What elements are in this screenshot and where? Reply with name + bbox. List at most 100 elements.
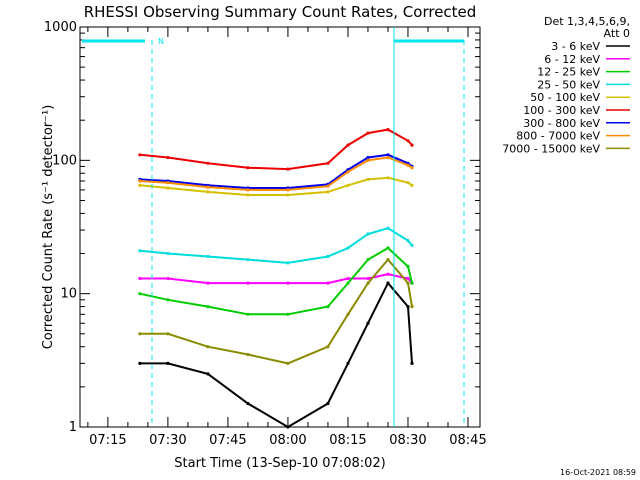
x-tick-label: 08:45 [449,433,486,448]
data-point [246,166,250,170]
data-point [406,163,410,167]
data-point [166,276,170,281]
data-point [366,321,370,325]
data-point [246,258,250,262]
legend-header-attenuator: Att 0 [604,27,630,40]
legend-label: 7000 - 15000 keV [502,142,600,155]
data-point [346,312,350,316]
night-marker-label: N [158,37,164,46]
data-point [138,249,142,253]
data-point [386,176,390,180]
data-point [406,264,410,269]
data-point [406,305,410,309]
series-4 [138,176,414,197]
series-8 [138,258,414,365]
data-point [246,312,250,316]
data-point [138,153,142,157]
data-point [366,281,370,285]
data-point [406,281,410,285]
data-point [346,281,350,285]
data-point [326,401,330,406]
data-point [286,261,290,265]
data-point [206,185,210,189]
data-point [406,139,410,143]
data-point [410,305,414,309]
data-point [166,361,170,365]
data-point [286,167,290,171]
legend-label: 12 - 25 keV [537,66,600,79]
data-point [326,305,330,309]
data-point [206,161,210,165]
data-point [246,281,250,285]
series-layer [138,128,414,429]
y-tick-label: 10 [60,287,77,302]
data-point [246,193,250,197]
data-point [138,179,142,183]
timestamp: 16-Oct-2021 08:59 [560,468,636,477]
x-tick-label: 07:45 [209,433,246,448]
data-point [246,401,250,406]
x-tick-label: 07:15 [89,433,126,448]
data-point [286,281,290,285]
series-line [139,246,413,316]
chart-title: RHESSI Observing Summary Count Rates, Co… [84,3,477,21]
data-point [386,281,390,285]
data-point [346,361,350,365]
series-0 [138,281,414,429]
data-point [138,276,142,281]
data-point [410,166,414,170]
data-point [326,190,330,194]
data-point [206,281,210,285]
data-point [386,153,390,157]
legend-label: 800 - 7000 keV [516,130,600,143]
data-point [166,186,170,190]
x-tick-label: 08:15 [329,433,366,448]
data-point [166,155,170,160]
data-point [286,425,290,429]
data-point [206,254,210,259]
x-tick-label: 08:30 [389,433,426,448]
x-axis: 07:15 07:30 07:45 08:00 08:15 08:30 08:45 [87,27,487,448]
series-line [139,156,413,191]
data-point [326,281,330,285]
data-point [138,332,142,336]
data-point [246,352,250,357]
legend-label: 300 - 800 keV [523,117,600,130]
data-point [406,239,410,243]
data-point [366,158,370,162]
data-point [206,345,210,349]
data-point [138,292,142,296]
data-point [206,305,210,309]
y-tick-label: 1 [69,420,77,435]
legend-label: 25 - 50 keV [537,78,600,91]
data-point [410,281,414,285]
data-point [326,345,330,349]
data-point [206,190,210,194]
data-point [138,361,142,365]
y-tick-label: 1000 [44,20,77,35]
y-tick-label: 100 [52,153,77,168]
data-point [346,276,350,281]
series-1 [138,272,414,285]
data-point [366,131,370,135]
data-point [286,312,290,316]
data-point [166,332,170,336]
series-line [139,281,413,429]
y-axis: 1 10 100 1000 [44,20,480,435]
data-point [346,143,350,147]
legend-label: 3 - 6 keV [551,40,600,53]
data-point [366,276,370,281]
legend-label: 6 - 12 keV [544,53,600,66]
series-line [139,176,413,196]
series-5 [138,128,414,171]
data-point [206,372,210,376]
legend-header-detectors: Det 1,3,4,5,6,9, [544,15,630,28]
data-point [410,243,414,247]
x-axis-label: Start Time (13-Sep-10 07:08:02) [174,456,385,471]
data-point [410,183,414,187]
series-2 [138,246,414,316]
data-point [406,181,410,185]
data-point [326,184,330,188]
